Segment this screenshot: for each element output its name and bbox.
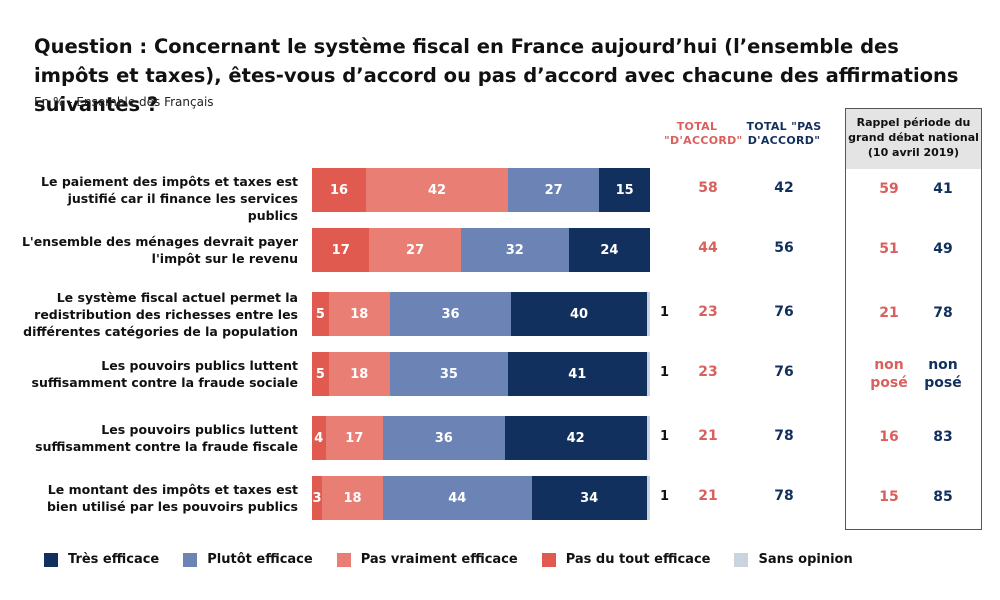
total-pas-accord-value: 76 (774, 304, 794, 320)
bar-segment: 36 (389, 292, 512, 336)
legend-label: Pas vraiment efficace (360, 552, 518, 567)
header-total-pas-accord: TOTAL "PAS D'ACCORD" (746, 120, 822, 147)
legend-label: Plutôt efficace (207, 552, 313, 567)
recall-accord-value: 51 (879, 241, 899, 257)
recall-pas-accord-value: 83 (933, 429, 953, 445)
bar-segment: 40 (511, 292, 647, 336)
bar-segment: 27 (508, 168, 600, 212)
bar-segment: 34 (531, 476, 647, 520)
bar-segment: 16 (312, 168, 367, 212)
recall-accord-value: 21 (879, 305, 899, 321)
bar-segment: 18 (328, 292, 390, 336)
recall-panel: Rappel période du grand débat national (… (845, 108, 982, 530)
bar-segment: 17 (325, 416, 383, 460)
total-accord-value: 21 (698, 428, 718, 444)
recall-pas-accord-value: 41 (933, 181, 953, 197)
bar-segment (646, 476, 650, 520)
sans-opinion-label: 1 (660, 429, 670, 444)
bar-segment (646, 292, 650, 336)
sans-opinion-label: 1 (660, 489, 670, 504)
total-pas-accord-value: 78 (774, 488, 794, 504)
recall-accord-value: 16 (879, 429, 899, 445)
stacked-bar: 3 18 44 34 (312, 476, 650, 520)
stacked-bar: 5 18 36 40 (312, 292, 650, 336)
row-label: Le système fiscal actuel permet la redis… (23, 289, 298, 339)
sans-opinion-label: 1 (660, 365, 670, 380)
bar-segment: 3 (312, 476, 323, 520)
legend-item: Pas vraiment efficace (336, 552, 518, 567)
bar-segment: 17 (312, 228, 370, 272)
bar-segment: 18 (322, 476, 383, 520)
recall-accord-value: non posé (870, 357, 908, 391)
recall-pas-accord-value: 49 (933, 241, 953, 257)
total-pas-accord-value: 42 (774, 180, 794, 196)
bar-segment: 44 (382, 476, 532, 520)
stacked-bar: 4 17 36 42 (312, 416, 650, 460)
row-label: Les pouvoirs publics luttent suffisammen… (31, 358, 298, 390)
bar-segment: 5 (312, 292, 329, 336)
chart-legend: Très efficace Plutôt efficace Pas vraiment… (44, 552, 877, 567)
total-pas-accord-value: 56 (774, 240, 794, 256)
legend-swatch (183, 552, 198, 567)
row-label: Les pouvoirs publics luttent suffisammen… (35, 422, 298, 454)
bar-segment: 15 (599, 168, 650, 212)
row-label: Le paiement des impôts et taxes est just… (41, 174, 298, 223)
recall-accord-value: 59 (879, 181, 899, 197)
chart-subtitle: En % - Ensemble des Français (34, 95, 214, 109)
bar-segment: 42 (504, 416, 647, 460)
bar-segment (646, 352, 650, 396)
bar-segment: 24 (568, 228, 650, 272)
row-label: Le montant des impôts et taxes est bien … (46, 482, 298, 514)
total-accord-value: 23 (698, 364, 718, 380)
bar-segment: 35 (389, 352, 509, 396)
chart-title: Question : Concernant le système fiscal … (34, 35, 959, 116)
legend-item: Pas du tout efficace (541, 552, 711, 567)
recall-pas-accord-value: 85 (933, 489, 953, 505)
total-accord-value: 58 (698, 180, 718, 196)
recall-pas-accord-value: 78 (933, 305, 953, 321)
stacked-bar: 5 18 35 41 (312, 352, 650, 396)
legend-item: Très efficace (44, 552, 159, 567)
bar-segment: 27 (369, 228, 461, 272)
row-label: L'ensemble des ménages devrait payer l'i… (21, 234, 298, 266)
legend-swatch (336, 552, 351, 567)
header-total-accord: TOTAL "D'ACCORD" (664, 120, 743, 147)
total-accord-value: 21 (698, 488, 718, 504)
legend-item: Sans opinion (734, 552, 853, 567)
bar-segment: 41 (508, 352, 647, 396)
legend-swatch (541, 552, 556, 567)
bar-segment: 32 (460, 228, 569, 272)
bar-segment: 42 (366, 168, 509, 212)
legend-swatch (734, 552, 749, 567)
bar-segment: 4 (312, 416, 326, 460)
total-accord-value: 23 (698, 304, 718, 320)
total-accord-value: 44 (698, 240, 718, 256)
legend-label: Sans opinion (758, 552, 853, 567)
bar-segment: 36 (382, 416, 505, 460)
stacked-bar: 16 42 27 15 (312, 168, 650, 212)
stacked-bar: 17 27 32 24 (312, 228, 650, 272)
legend-label: Pas du tout efficace (565, 552, 711, 567)
bar-segment: 18 (328, 352, 390, 396)
recall-header: Rappel période du grand débat national (… (846, 109, 981, 169)
legend-swatch (44, 552, 58, 567)
sans-opinion-label: 1 (660, 305, 670, 320)
legend-label: Très efficace (68, 552, 160, 567)
recall-pas-accord-value: non posé (924, 357, 962, 391)
total-pas-accord-value: 76 (774, 364, 794, 380)
legend-item: Plutôt efficace (183, 552, 313, 567)
bar-segment (646, 416, 650, 460)
total-pas-accord-value: 78 (774, 428, 794, 444)
bar-segment: 5 (312, 352, 329, 396)
recall-accord-value: 15 (879, 489, 899, 505)
